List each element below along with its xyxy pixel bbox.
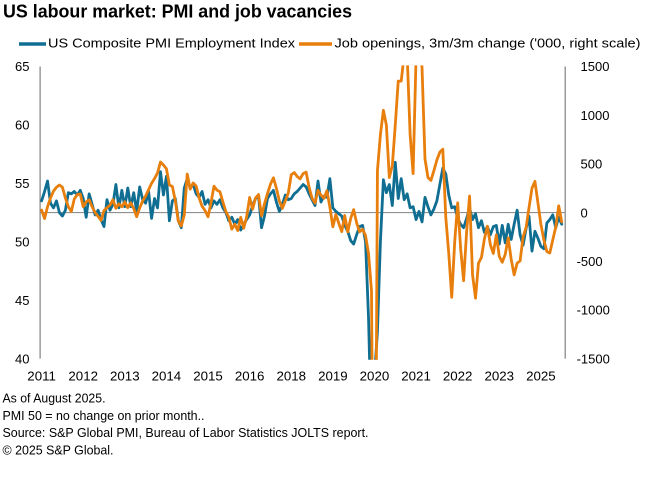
svg-text:60: 60 bbox=[15, 118, 29, 133]
svg-text:45: 45 bbox=[15, 293, 29, 308]
svg-text:Source: S&P Global PMI, Bureau: Source: S&P Global PMI, Bureau of Labor … bbox=[3, 426, 369, 440]
svg-text:55: 55 bbox=[15, 176, 29, 191]
svg-text:2012: 2012 bbox=[68, 368, 98, 383]
svg-text:As of August 2025.: As of August 2025. bbox=[3, 392, 106, 406]
svg-text:2022: 2022 bbox=[443, 368, 473, 383]
svg-text:-1500: -1500 bbox=[577, 351, 610, 366]
svg-text:2015: 2015 bbox=[193, 368, 223, 383]
svg-text:500: 500 bbox=[581, 157, 603, 172]
svg-text:PMI 50 = no change on prior mo: PMI 50 = no change on prior month.. bbox=[3, 409, 205, 423]
svg-text:2014: 2014 bbox=[152, 368, 182, 383]
svg-text:2018: 2018 bbox=[276, 368, 306, 383]
svg-text:2011: 2011 bbox=[27, 368, 56, 383]
svg-text:-1000: -1000 bbox=[577, 303, 610, 318]
svg-text:40: 40 bbox=[15, 351, 29, 366]
svg-text:2013: 2013 bbox=[110, 368, 140, 383]
svg-text:2021: 2021 bbox=[401, 368, 431, 383]
svg-text:2019: 2019 bbox=[318, 368, 348, 383]
svg-text:US Composite PMI Employment In: US Composite PMI Employment Index bbox=[48, 36, 296, 50]
svg-text:Job openings, 3m/3m change ('0: Job openings, 3m/3m change ('000, right … bbox=[335, 36, 641, 50]
svg-text:2025: 2025 bbox=[526, 368, 556, 383]
svg-text:1500: 1500 bbox=[581, 59, 610, 74]
svg-text:© 2025 S&P Global.: © 2025 S&P Global. bbox=[3, 444, 114, 458]
svg-text:65: 65 bbox=[15, 59, 29, 74]
svg-text:50: 50 bbox=[15, 234, 29, 249]
svg-text:US labour market: PMI and job: US labour market: PMI and job vacancies bbox=[3, 2, 352, 22]
svg-text:1000: 1000 bbox=[581, 108, 610, 123]
svg-text:-500: -500 bbox=[577, 254, 603, 269]
svg-text:2020: 2020 bbox=[360, 368, 390, 383]
svg-text:0: 0 bbox=[581, 205, 588, 220]
svg-text:2016: 2016 bbox=[235, 368, 265, 383]
svg-text:2023: 2023 bbox=[484, 368, 514, 383]
